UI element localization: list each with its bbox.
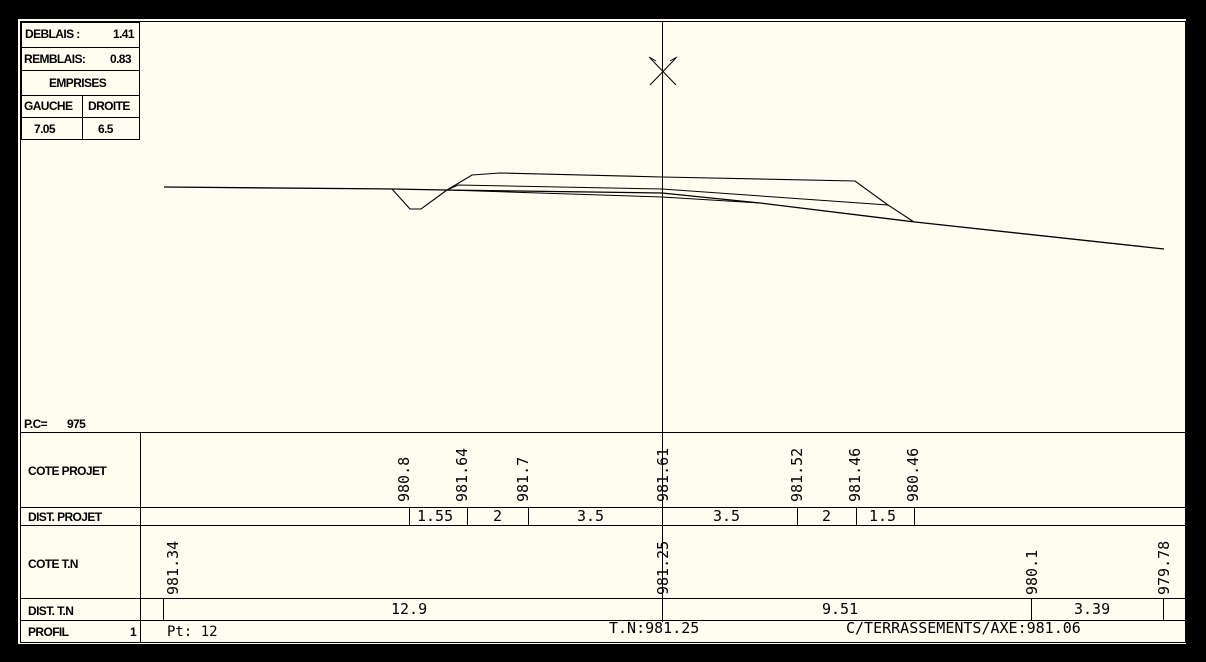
cote-tn-value: 980.1 — [1023, 550, 1041, 595]
dist-tn-value: 9.51 — [822, 600, 858, 618]
dist-projet-value: 2 — [493, 507, 502, 525]
project-platform-outline — [391, 172, 915, 223]
gauche-value: 7.05 — [34, 122, 56, 136]
profil-number: 1 — [130, 625, 137, 639]
paper-background — [18, 19, 1186, 644]
cote-projet-value: 981.52 — [788, 448, 806, 502]
dist-tn-values: 12.9 9.51 3.39 — [391, 600, 1110, 618]
droite-label: DROITE — [88, 99, 130, 113]
cote-tn-values: 981.34 981.25 980.1 979.78 — [164, 541, 1173, 595]
pc-value: 975 — [67, 417, 86, 431]
project-layer-line-2 — [446, 189, 761, 204]
cote-projet-value: 980.46 — [904, 448, 922, 502]
dist-projet-value: 3.5 — [577, 507, 604, 525]
cote-tn-label: COTE T.N — [28, 557, 78, 571]
remblais-value: 0.83 — [110, 52, 132, 66]
dist-tn-value: 12.9 — [391, 600, 427, 618]
remblais-label: REMBLAIS: — [24, 52, 85, 66]
profil-label: PROFIL — [28, 625, 69, 639]
dist-projet-values: 1.55 2 3.5 3.5 2 1.5 — [417, 507, 896, 525]
drawing-border — [20, 21, 1186, 643]
axe-footer-value: C/TERRASSEMENTS/AXE:981.06 — [846, 619, 1081, 637]
cote-tn-value: 981.34 — [164, 541, 182, 595]
dist-tn-label: DIST. T.N — [28, 604, 73, 618]
gauche-label: GAUCHE — [24, 99, 73, 113]
cote-projet-value: 981.61 — [654, 448, 672, 502]
cote-tn-value: 979.78 — [1155, 541, 1173, 595]
axis-marker-icon — [648, 56, 678, 86]
emprises-label: EMPRISES — [49, 76, 107, 90]
tn-footer-value: T.N:981.25 — [609, 619, 699, 637]
cote-projet-value: 981.7 — [514, 457, 532, 502]
point-label: Pt: 12 — [167, 624, 218, 640]
cote-projet-value: 981.46 — [846, 448, 864, 502]
droite-value: 6.5 — [98, 122, 114, 136]
cote-projet-label: COTE PROJET — [28, 464, 107, 478]
cote-tn-value: 981.25 — [654, 541, 672, 595]
dist-projet-label: DIST. PROJET — [28, 510, 103, 524]
deblais-label: DEBLAIS : — [25, 27, 80, 41]
project-layer-line-1 — [446, 184, 889, 206]
pc-label: P.C= — [24, 417, 48, 431]
cote-projet-values: 980.8 981.64 981.7 981.61 981.52 981.46 … — [395, 448, 922, 502]
dist-projet-value: 1.5 — [869, 507, 896, 525]
deblais-value: 1.41 — [113, 27, 135, 41]
profile-table-grid — [20, 432, 1185, 642]
earthwork-summary-box — [21, 22, 140, 140]
cote-projet-value: 981.64 — [453, 448, 471, 502]
dist-projet-value: 1.55 — [417, 507, 453, 525]
dist-projet-value: 2 — [822, 507, 831, 525]
dist-tn-value: 3.39 — [1074, 600, 1110, 618]
dist-projet-value: 3.5 — [713, 507, 740, 525]
cote-projet-value: 980.8 — [395, 457, 413, 502]
